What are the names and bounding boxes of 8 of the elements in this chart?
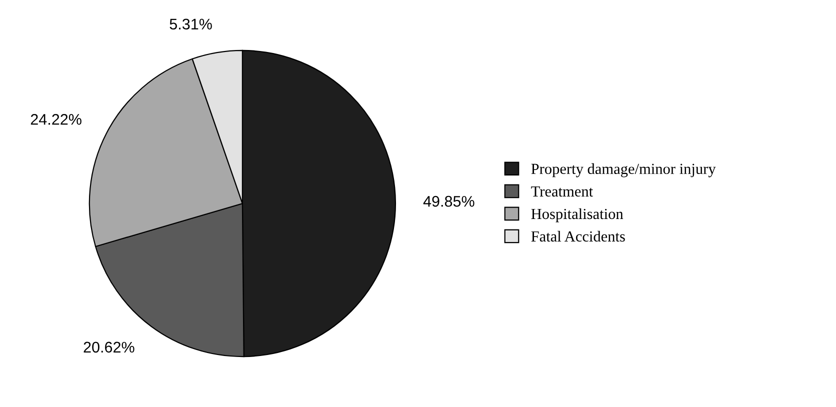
data-label: 5.31% xyxy=(170,18,212,30)
legend-label: Fatal Accidents xyxy=(531,230,625,242)
legend-label: Property damage/minor injury xyxy=(531,163,716,178)
data-label: 24.22% xyxy=(30,114,82,125)
data-label: 20.62% xyxy=(84,342,134,353)
legend-label: Hospitalisation xyxy=(531,208,624,222)
data-label: 49.85% xyxy=(423,196,474,207)
legend-label: Treatment xyxy=(531,186,593,197)
